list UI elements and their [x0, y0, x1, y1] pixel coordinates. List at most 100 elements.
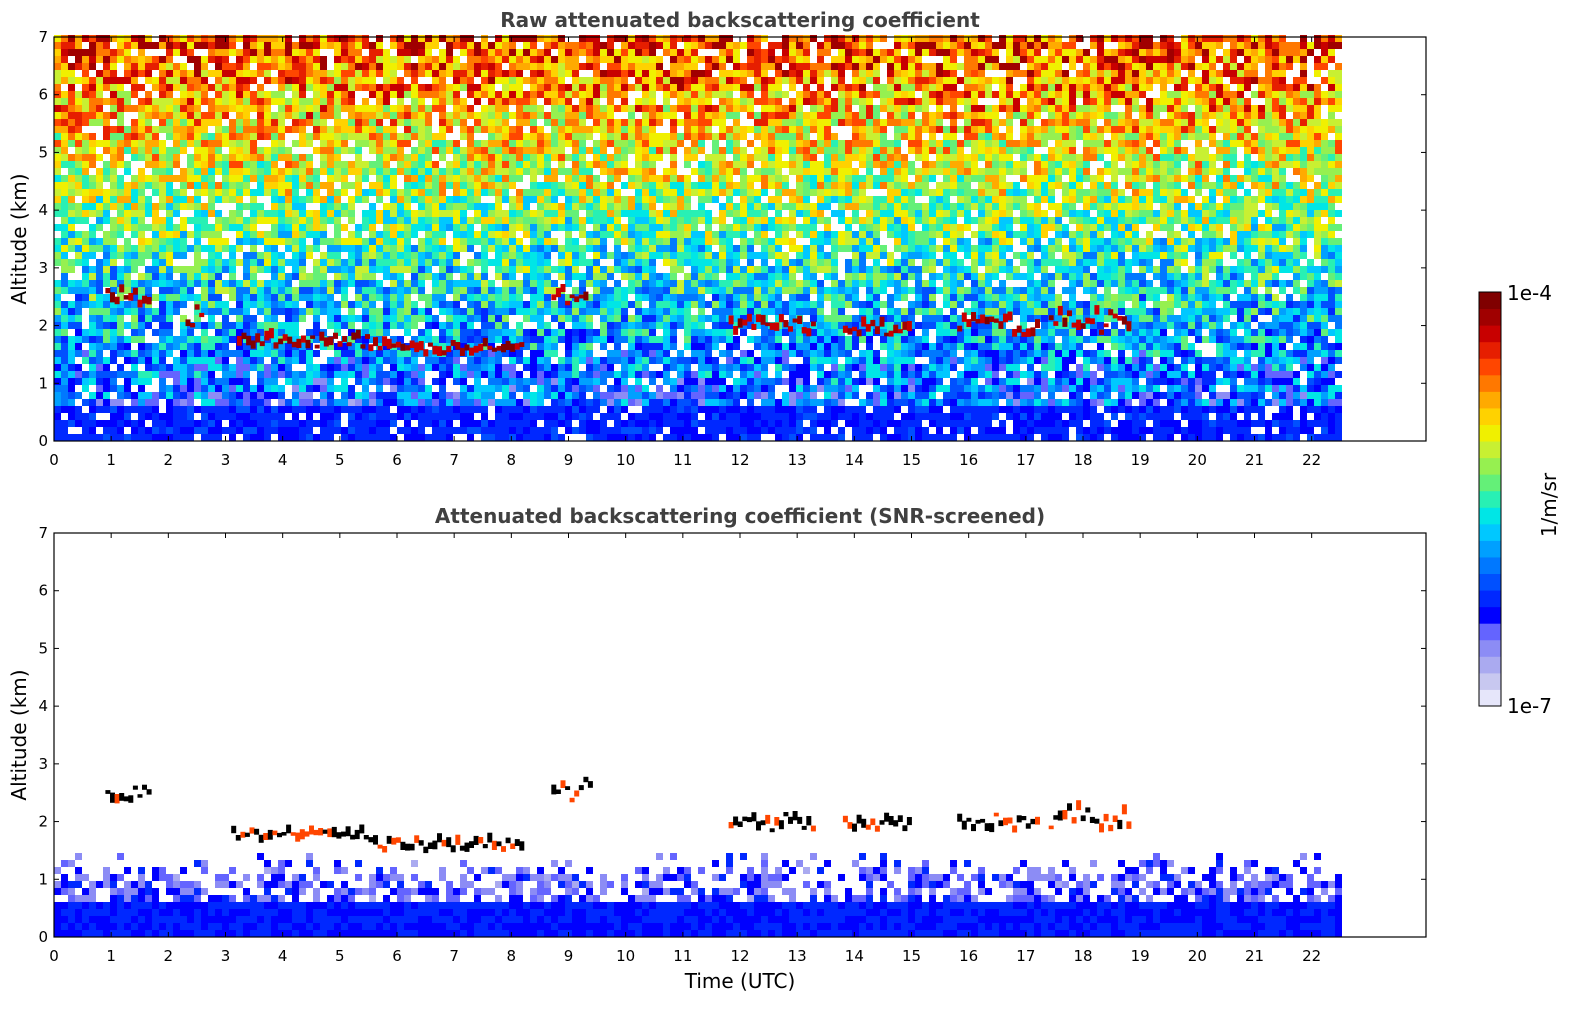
- heatmap-cell: [432, 168, 439, 175]
- heatmap-cell: [621, 378, 628, 385]
- heatmap-cell: [635, 378, 642, 385]
- heatmap-cell: [544, 203, 551, 210]
- heatmap-cell: [222, 378, 229, 385]
- heatmap-cell: [110, 420, 117, 427]
- heatmap-cell: [390, 413, 397, 420]
- heatmap-cell: [362, 364, 369, 371]
- heatmap-cell: [320, 35, 327, 42]
- heatmap-cell: [243, 182, 250, 189]
- heatmap-cell: [68, 182, 75, 189]
- heatmap-cell: [481, 399, 488, 406]
- heatmap-cell: [299, 266, 306, 273]
- heatmap-cell: [68, 420, 75, 427]
- heatmap-cell: [516, 210, 523, 217]
- heatmap-cell: [523, 119, 530, 126]
- heatmap-cell: [75, 210, 82, 217]
- heatmap-cell: [726, 252, 733, 259]
- heatmap-cell: [537, 273, 544, 280]
- heatmap-cell: [397, 413, 404, 420]
- heatmap-cell: [614, 308, 621, 315]
- heatmap-cell: [586, 294, 593, 301]
- heatmap-cell: [432, 364, 439, 371]
- heatmap-cell: [474, 210, 481, 217]
- heatmap-cell: [285, 77, 292, 84]
- heatmap-cell: [327, 196, 334, 203]
- heatmap-cell: [670, 266, 677, 273]
- heatmap-cell: [530, 427, 537, 434]
- heatmap-cell: [418, 378, 425, 385]
- heatmap-cell: [222, 112, 229, 119]
- heatmap-cell: [257, 42, 264, 49]
- heatmap-cell: [341, 301, 348, 308]
- heatmap-cell: [103, 357, 110, 364]
- heatmap-cell: [348, 371, 355, 378]
- heatmap-cell: [173, 84, 180, 91]
- heatmap-cell: [418, 35, 425, 42]
- heatmap-cell: [663, 301, 670, 308]
- heatmap-cell: [460, 224, 467, 231]
- heatmap-cell: [586, 63, 593, 70]
- heatmap-cell: [159, 56, 166, 63]
- heatmap-cell: [593, 371, 600, 378]
- heatmap-cell: [89, 203, 96, 210]
- heatmap-cell: [705, 112, 712, 119]
- heatmap-cell: [544, 70, 551, 77]
- heatmap-cell: [404, 399, 411, 406]
- heatmap-cell: [719, 203, 726, 210]
- heatmap-cell: [705, 343, 712, 350]
- heatmap-cell: [68, 280, 75, 287]
- heatmap-cell: [621, 147, 628, 154]
- heatmap-cell: [327, 434, 334, 441]
- heatmap-cell: [733, 294, 740, 301]
- heatmap-cell: [467, 413, 474, 420]
- heatmap-cell: [138, 63, 145, 70]
- heatmap-cell: [355, 364, 362, 371]
- heatmap-cell: [313, 182, 320, 189]
- heatmap-cell: [383, 112, 390, 119]
- heatmap-cell: [488, 56, 495, 63]
- heatmap-cell: [677, 189, 684, 196]
- heatmap-cell: [187, 105, 194, 112]
- heatmap-cell: [453, 252, 460, 259]
- heatmap-cell: [334, 364, 341, 371]
- heatmap-cell: [54, 301, 61, 308]
- heatmap-cell: [551, 434, 558, 441]
- heatmap-cell: [264, 161, 271, 168]
- heatmap-cell: [159, 98, 166, 105]
- heatmap-cell: [593, 182, 600, 189]
- heatmap-cell: [670, 273, 677, 280]
- heatmap-cell: [208, 112, 215, 119]
- heatmap-cell: [75, 189, 82, 196]
- heatmap-cell: [712, 371, 719, 378]
- heatmap-cell: [572, 343, 579, 350]
- heatmap-cell: [516, 399, 523, 406]
- heatmap-cell: [348, 210, 355, 217]
- heatmap-cell: [229, 266, 236, 273]
- heatmap-cell: [397, 161, 404, 168]
- heatmap-cell: [250, 336, 257, 343]
- heatmap-cell: [663, 91, 670, 98]
- heatmap-cell: [390, 42, 397, 49]
- heatmap-cell: [600, 105, 607, 112]
- heatmap-cell: [453, 364, 460, 371]
- heatmap-cell: [656, 245, 663, 252]
- heatmap-cell: [215, 35, 222, 42]
- heatmap-cell: [187, 420, 194, 427]
- heatmap-cell: [82, 119, 89, 126]
- heatmap-cell: [481, 161, 488, 168]
- heatmap-cell: [404, 350, 411, 357]
- heatmap-cell: [180, 70, 187, 77]
- heatmap-cell: [446, 70, 453, 77]
- heatmap-cell: [649, 98, 656, 105]
- heatmap-cell: [159, 350, 166, 357]
- heatmap-cell: [698, 420, 705, 427]
- heatmap-cell: [411, 364, 418, 371]
- heatmap-cell: [327, 91, 334, 98]
- heatmap-cell: [467, 217, 474, 224]
- heatmap-cell: [579, 140, 586, 147]
- heatmap-cell: [362, 161, 369, 168]
- heatmap-cell: [159, 224, 166, 231]
- heatmap-cell: [201, 413, 208, 420]
- heatmap-cell: [600, 357, 607, 364]
- heatmap-cell: [117, 399, 124, 406]
